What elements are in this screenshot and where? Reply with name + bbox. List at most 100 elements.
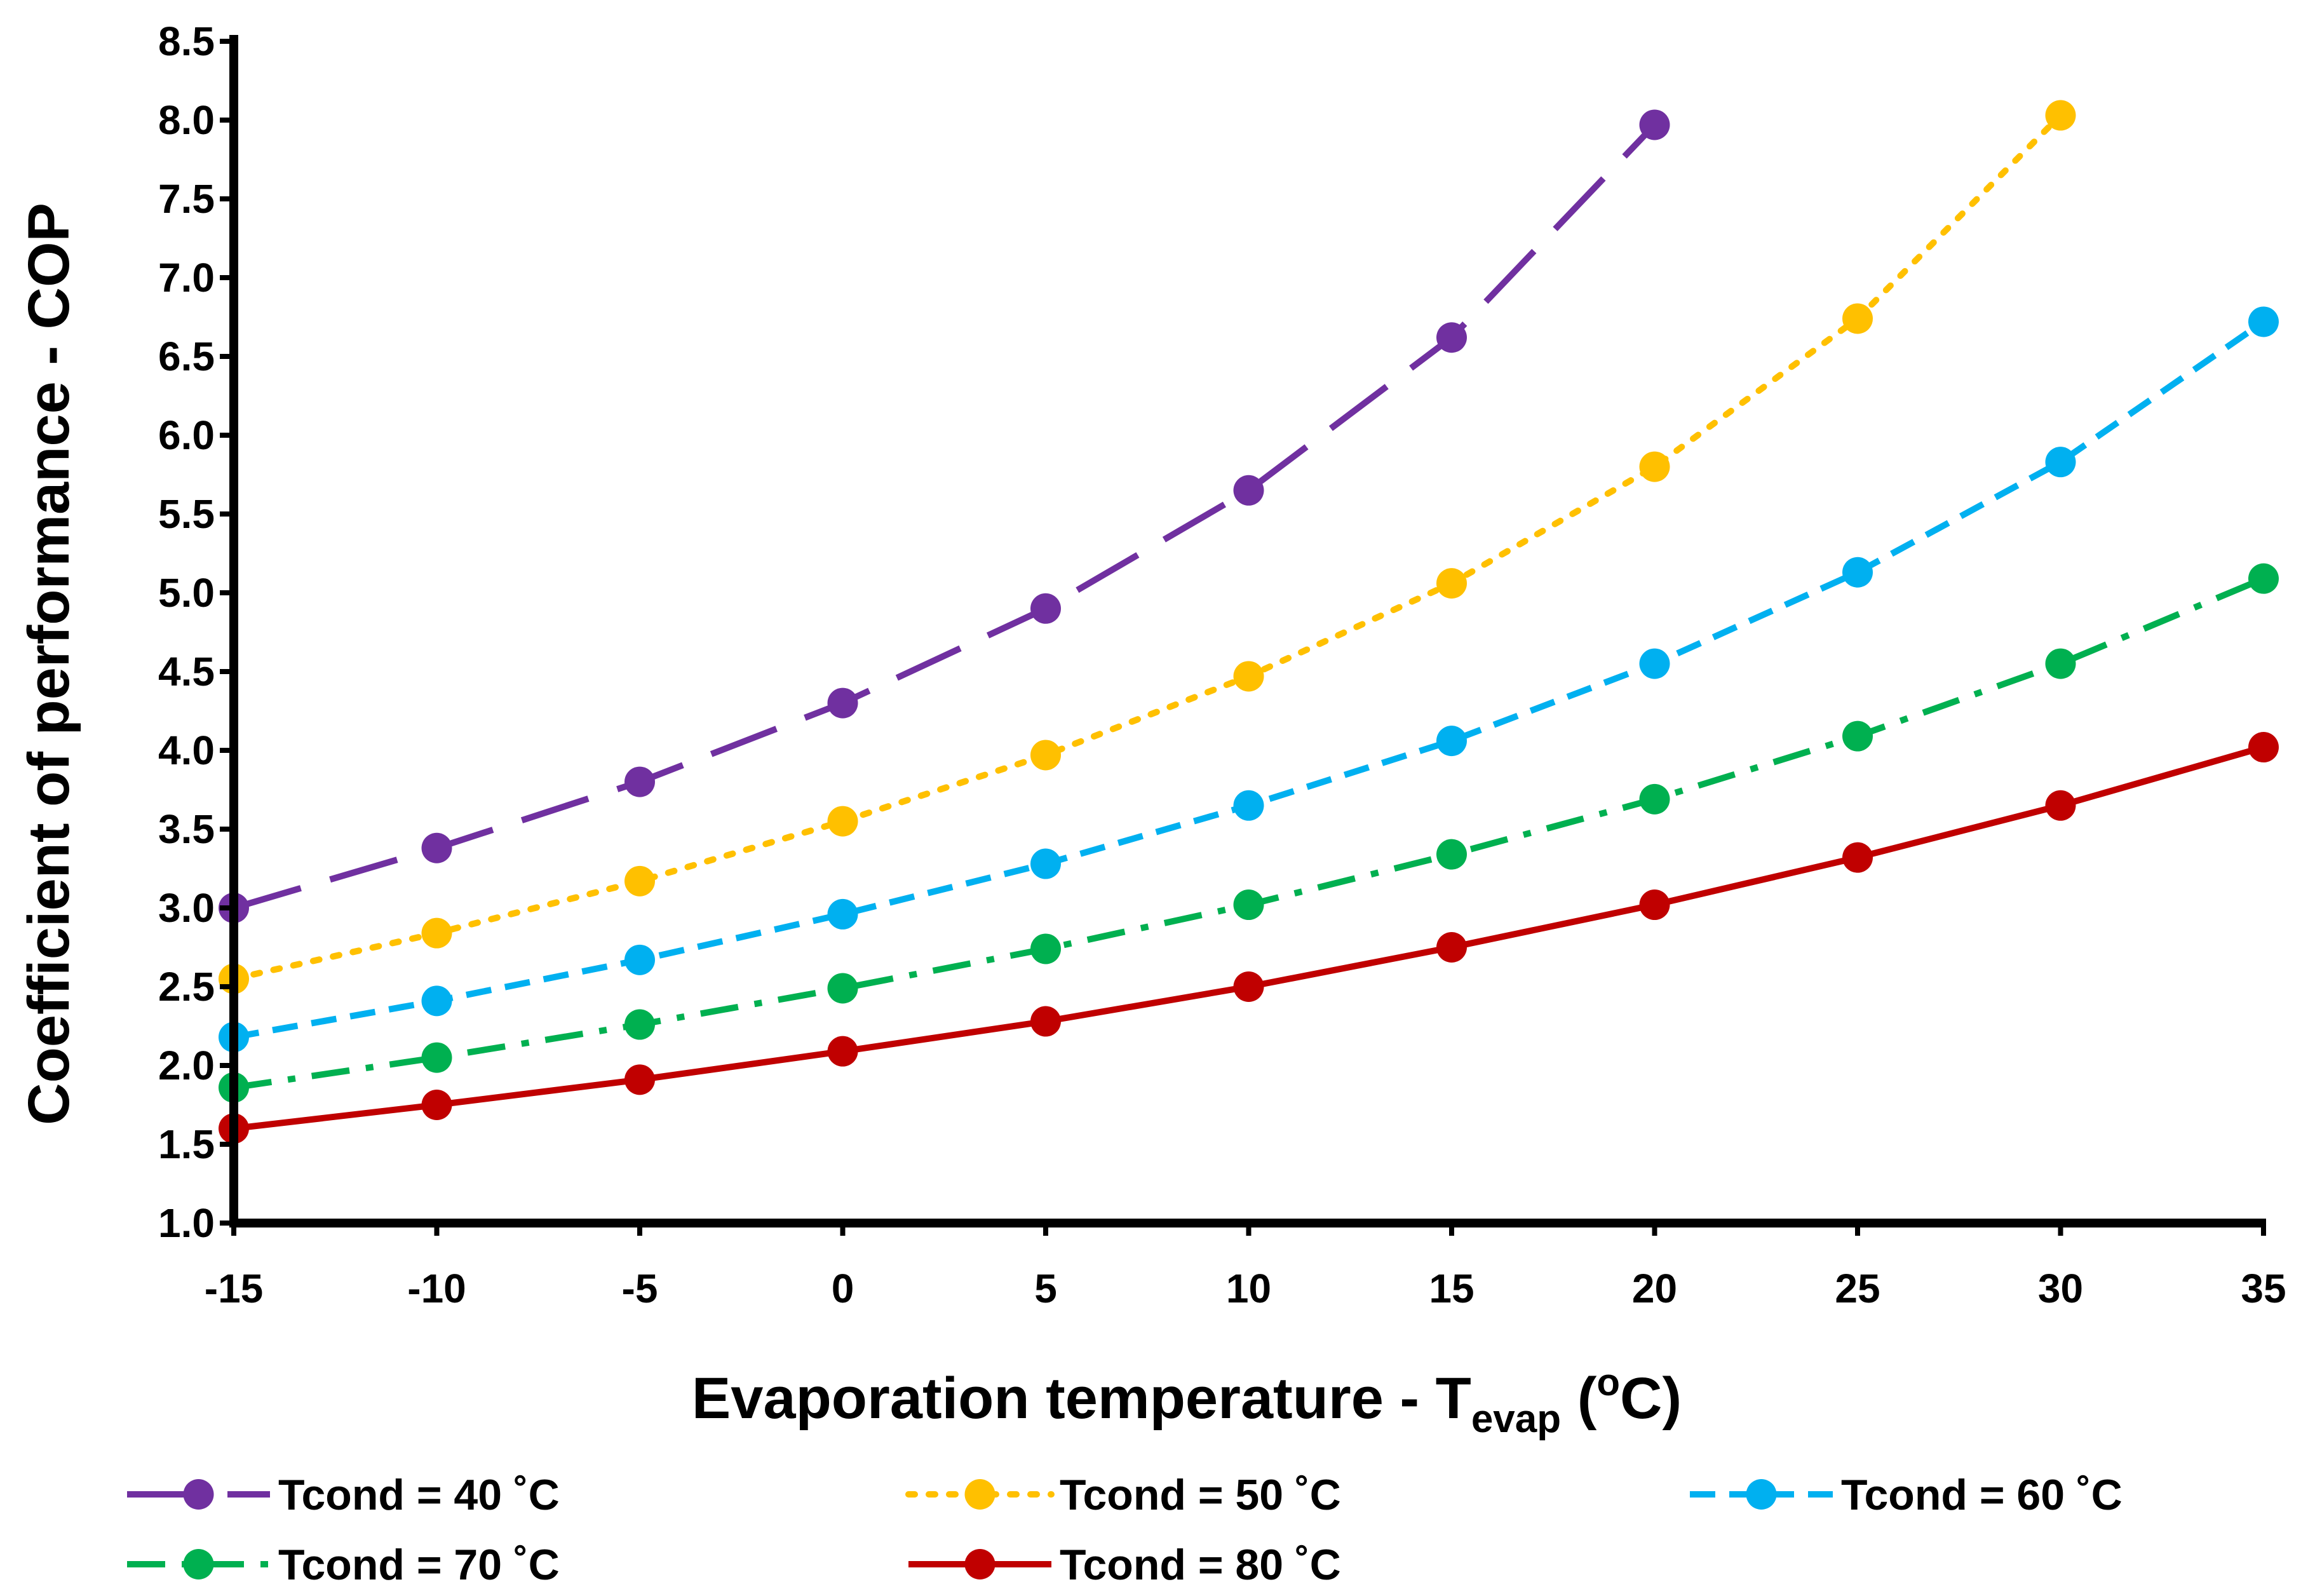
- y-tick-label: 1.0: [158, 1200, 215, 1246]
- legend-marker: [183, 1549, 214, 1579]
- data-point: [1639, 889, 1670, 921]
- data-point: [1233, 661, 1264, 692]
- y-tick-label: 8.5: [158, 18, 215, 64]
- legend-entry-1: Tcond = 40 ˚C: [127, 1471, 560, 1519]
- data-point: [2045, 447, 2076, 478]
- legend-label: Tcond = 50 ˚C: [1060, 1471, 1341, 1519]
- data-point: [421, 1090, 452, 1120]
- legend-label: Tcond = 40 ˚C: [278, 1471, 560, 1519]
- data-point: [827, 806, 858, 837]
- data-point: [421, 1042, 452, 1073]
- data-point: [2248, 306, 2279, 337]
- legend-entry-4: Tcond = 70 ˚C: [127, 1541, 560, 1589]
- x-tick-label: -10: [407, 1266, 466, 1311]
- y-tick-label: 8.0: [158, 97, 215, 143]
- data-point: [2045, 648, 2076, 679]
- data-point: [624, 1009, 655, 1040]
- data-point: [1030, 848, 1061, 879]
- legend-marker: [1746, 1479, 1777, 1510]
- data-point: [1436, 568, 1467, 599]
- y-tick-label: 1.5: [158, 1121, 215, 1167]
- data-point: [624, 865, 655, 896]
- y-tick-label: 2.0: [158, 1043, 215, 1088]
- y-tick-label: 7.5: [158, 176, 215, 222]
- data-point: [2248, 563, 2279, 594]
- data-point: [1030, 593, 1061, 624]
- legend-label: Tcond = 80 ˚C: [1060, 1541, 1341, 1589]
- data-point: [1030, 740, 1061, 771]
- data-point: [1436, 839, 1467, 870]
- data-point: [1233, 971, 1264, 1002]
- x-tick-label: -5: [622, 1266, 658, 1311]
- data-point: [827, 898, 858, 930]
- y-tick-label: 4.5: [158, 649, 215, 694]
- series-5: [219, 732, 2279, 1144]
- data-point: [624, 1064, 655, 1095]
- series-2: [219, 100, 2076, 994]
- legend-marker: [964, 1479, 995, 1510]
- x-tick-label: 10: [1226, 1266, 1271, 1311]
- data-point: [1030, 1006, 1061, 1037]
- legend-entry-5: Tcond = 80 ˚C: [908, 1541, 1341, 1589]
- y-tick-label: 5.0: [158, 570, 215, 616]
- data-point: [421, 832, 452, 863]
- data-point: [1842, 557, 1873, 588]
- series-4: [219, 563, 2279, 1103]
- data-point: [1030, 933, 1061, 964]
- data-point: [1639, 451, 1670, 482]
- legend-entry-2: Tcond = 50 ˚C: [905, 1471, 1341, 1519]
- x-tick-label: -15: [205, 1266, 264, 1311]
- x-tick-label: 15: [1429, 1266, 1474, 1311]
- data-point: [1233, 889, 1264, 921]
- y-axis-title: Coefficient of performance - COP: [17, 203, 81, 1125]
- data-point: [2045, 790, 2076, 821]
- data-point: [1233, 475, 1264, 506]
- series-line: [231, 112, 2064, 982]
- data-point: [624, 766, 655, 797]
- data-point: [624, 944, 655, 975]
- data-point: [1639, 783, 1670, 815]
- x-tick-label: 25: [1835, 1266, 1880, 1311]
- y-tick-label: 3.5: [158, 806, 215, 852]
- legend-marker: [964, 1549, 995, 1579]
- x-axis-title: Evaporation temperature - Tevap (oC): [692, 1361, 1682, 1441]
- data-point: [2045, 100, 2076, 131]
- data-point: [1639, 648, 1670, 679]
- data-point: [1436, 726, 1467, 757]
- data-point: [1436, 932, 1467, 963]
- data-point: [421, 985, 452, 1017]
- series-3: [219, 306, 2279, 1053]
- x-tick-label: 5: [1034, 1266, 1057, 1311]
- legend: Tcond = 40 ˚C Tcond = 50 ˚C Tcond = 60 ˚C T…: [127, 1471, 2122, 1589]
- data-point: [827, 1036, 858, 1067]
- legend-label: Tcond = 60 ˚C: [1841, 1471, 2122, 1519]
- data-point: [1436, 322, 1467, 353]
- x-tick-label: 0: [832, 1266, 854, 1311]
- y-tick-label: 5.5: [158, 491, 215, 537]
- y-tick-label: 7.0: [158, 255, 215, 301]
- axes-layer: [220, 35, 2266, 1236]
- y-tick-label: 6.5: [158, 334, 215, 379]
- series-1: [219, 109, 1670, 923]
- y-tick-label: 2.5: [158, 964, 215, 1010]
- y-tick-label: 3.0: [158, 885, 215, 931]
- legend-label: Tcond = 70 ˚C: [278, 1541, 560, 1589]
- data-point: [2248, 732, 2279, 763]
- data-point: [827, 973, 858, 1004]
- y-tick-label: 4.0: [158, 727, 215, 773]
- series-layer: [219, 100, 2279, 1144]
- legend-entry-3: Tcond = 60 ˚C: [1690, 1471, 2122, 1519]
- tick-labels: 1.0 1.5 2.0 2.5 3.0 3.5 4.0 4.5 5.0 5.5 6.0 6.5 7.0 7…: [158, 18, 2286, 1311]
- data-point: [1842, 303, 1873, 334]
- data-point: [827, 687, 858, 719]
- y-tick-label: 6.0: [158, 412, 215, 458]
- legend-marker: [183, 1479, 214, 1510]
- series-line: [233, 122, 1657, 911]
- x-tick-label: 20: [1632, 1266, 1677, 1311]
- data-point: [1842, 842, 1873, 873]
- data-point: [1639, 109, 1670, 140]
- data-point: [1233, 790, 1264, 821]
- data-point: [421, 917, 452, 949]
- x-tick-label: 35: [2241, 1266, 2286, 1311]
